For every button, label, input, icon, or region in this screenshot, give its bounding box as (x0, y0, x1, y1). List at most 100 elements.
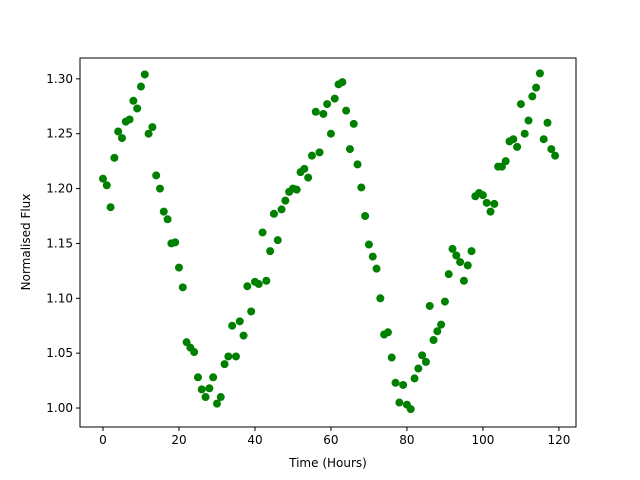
point (338, 78, 347, 87)
plot-frame (79, 57, 577, 428)
point (159, 207, 168, 216)
y-tick-label: 1.20 (46, 182, 73, 196)
point (140, 70, 149, 79)
point (163, 215, 172, 224)
point (459, 276, 468, 285)
point (114, 127, 123, 136)
point (330, 94, 339, 103)
point (133, 104, 142, 113)
point (98, 174, 107, 183)
point (357, 183, 366, 192)
point (144, 129, 153, 138)
point (212, 399, 221, 408)
point (543, 118, 552, 127)
point (102, 181, 111, 190)
point (463, 261, 472, 270)
point (509, 135, 518, 144)
point (307, 151, 316, 160)
point (201, 393, 210, 402)
point (197, 385, 206, 394)
point (216, 393, 225, 402)
point (547, 145, 556, 154)
point (414, 364, 423, 373)
point (345, 145, 354, 154)
point (524, 116, 533, 125)
point (444, 270, 453, 279)
point (376, 294, 385, 303)
y-tick-label: 1.25 (46, 127, 73, 141)
point (254, 280, 263, 289)
y-tick-label: 1.30 (46, 72, 73, 86)
point (372, 264, 381, 273)
point (349, 119, 358, 128)
point (193, 373, 202, 382)
point (304, 173, 313, 182)
point (353, 160, 362, 169)
point (319, 109, 328, 118)
point (243, 282, 252, 291)
point (106, 203, 115, 212)
point (323, 100, 332, 109)
point (490, 199, 499, 208)
x-tick-label: 100 (471, 433, 494, 447)
point (311, 107, 320, 116)
x-tick-label: 20 (171, 433, 186, 447)
point (406, 405, 415, 414)
x-tick-label: 60 (323, 433, 338, 447)
point (239, 331, 248, 340)
point (513, 142, 522, 151)
point (532, 83, 541, 92)
point (129, 96, 138, 105)
point (528, 92, 537, 101)
point (178, 283, 187, 292)
point (148, 123, 157, 132)
y-tick-label: 1.05 (46, 346, 73, 360)
y-tick-label: 1.10 (46, 291, 73, 305)
x-tick-label: 120 (547, 433, 570, 447)
point (205, 384, 214, 393)
point (456, 258, 465, 267)
x-tick-label: 0 (99, 433, 107, 447)
point (387, 353, 396, 362)
point (383, 328, 392, 337)
point (269, 209, 278, 218)
point (171, 238, 180, 247)
point (478, 191, 487, 200)
point (535, 69, 544, 78)
point (228, 321, 237, 330)
point (152, 171, 161, 180)
point (277, 205, 286, 214)
point (395, 398, 404, 407)
point (520, 129, 529, 138)
point (174, 263, 183, 272)
point (539, 135, 548, 144)
point (368, 252, 377, 261)
point (117, 134, 126, 143)
point (315, 148, 324, 157)
point (136, 82, 145, 91)
point (326, 129, 335, 138)
point (281, 196, 290, 205)
point (440, 297, 449, 306)
point (110, 153, 119, 162)
point (467, 247, 476, 256)
point (292, 185, 301, 194)
point (433, 327, 442, 336)
point (452, 251, 461, 260)
point (209, 373, 218, 382)
point (125, 115, 134, 124)
point (300, 164, 309, 173)
point (418, 351, 427, 360)
point (361, 212, 370, 221)
x-axis-label: Time (Hours) (288, 456, 367, 470)
point (155, 184, 164, 193)
point (437, 320, 446, 329)
point (273, 236, 282, 245)
y-tick-label: 1.00 (46, 401, 73, 415)
point (220, 360, 229, 369)
point (516, 100, 525, 109)
point (501, 157, 510, 166)
point (258, 228, 267, 237)
point (429, 335, 438, 344)
